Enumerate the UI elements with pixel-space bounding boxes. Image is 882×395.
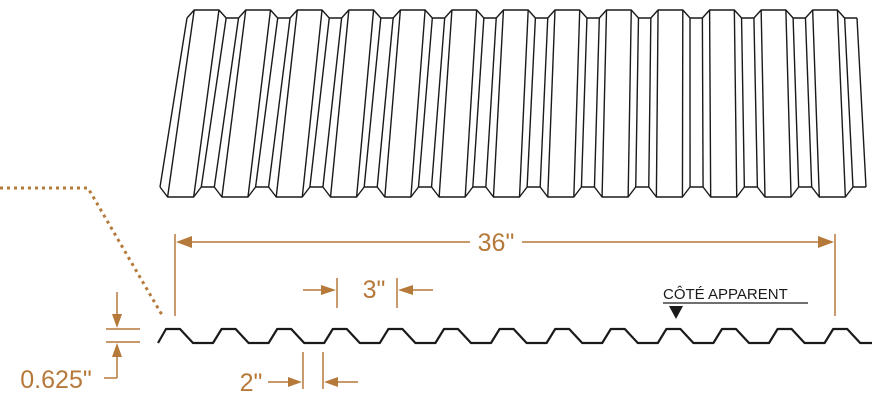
panel-fold-line [760, 9, 766, 198]
panel-fold-line [655, 9, 659, 198]
panel-perspective-view [159, 9, 867, 198]
panel-bottom-edge [159, 186, 866, 198]
visible-side-label: CÔTÉ APPARENT [663, 286, 788, 303]
panel-fold-line [804, 17, 813, 188]
panel-fold-line [384, 9, 402, 198]
panel-fold-line [648, 17, 652, 188]
panel-fold-line [438, 9, 453, 198]
dimension-rib-spacing-label: 3" [363, 276, 386, 304]
panel-fold-line [526, 17, 537, 188]
panel-top-edge [186, 9, 857, 19]
dimension-rib-top-width [268, 352, 358, 389]
panel-fold-line [221, 9, 247, 198]
panel-fold-line [701, 17, 704, 188]
panel-fold-line [593, 17, 601, 188]
panel-fold-line [464, 9, 478, 198]
dimension-rib-top-width-label: 2" [240, 369, 263, 395]
panel-fold-line [547, 9, 556, 198]
panel-fold-line [301, 9, 323, 198]
panel-fold-line [539, 17, 549, 188]
panel-fold-line [376, 17, 394, 188]
panel-fold-line [627, 9, 632, 198]
panel-fold-line [363, 17, 382, 188]
dimension-overall-width [174, 234, 836, 316]
panel-fold-line [740, 17, 746, 188]
panel-fold-line [247, 9, 272, 198]
panel-fold-line [159, 17, 188, 188]
panel-fold-line [573, 9, 581, 198]
panel-fold-line [580, 17, 588, 188]
panel-fold-line [192, 9, 220, 198]
panel-fold-line [430, 17, 446, 188]
panel-fold-line [843, 17, 854, 188]
panel-fold-line [708, 9, 712, 198]
dimension-overall-width-label: 36" [478, 229, 515, 257]
panel-fold-line [518, 9, 529, 198]
panel-fold-line [472, 17, 485, 188]
panel-fold-line [811, 9, 820, 198]
panel-profile-section [157, 327, 872, 345]
panel-fold-line [322, 17, 343, 188]
visible-side-marker-icon [669, 306, 683, 319]
panel-fold-line [254, 17, 279, 188]
panel-fold-line [492, 9, 505, 198]
panel-fold-line [635, 17, 640, 188]
panel-fold-line [733, 9, 738, 198]
panel-fold-line [213, 17, 240, 188]
panel-fold-line [836, 9, 847, 198]
leader-line-dotted [0, 186, 164, 316]
panel-fold-line [166, 9, 195, 198]
panel-fold-line [485, 17, 497, 188]
panel-fold-line [275, 9, 298, 198]
dimension-rib-height-label: 0.625" [20, 366, 91, 394]
panel-fold-line [267, 17, 291, 188]
panel-fold-line [410, 9, 426, 198]
dimension-rib-spacing [303, 278, 433, 308]
panel-fold-line [856, 17, 867, 188]
panel-fold-line [200, 17, 227, 188]
panel-fold-line [309, 17, 330, 188]
panel-fold-line [785, 9, 792, 198]
panel-fold-line [601, 9, 608, 198]
panel-fold-line [417, 17, 434, 188]
panel-fold-line [792, 17, 800, 188]
dimension-rib-height [104, 292, 140, 379]
panel-fold-line [355, 9, 375, 198]
panel-fold-line [329, 9, 350, 198]
panel-fold-line [753, 17, 759, 188]
